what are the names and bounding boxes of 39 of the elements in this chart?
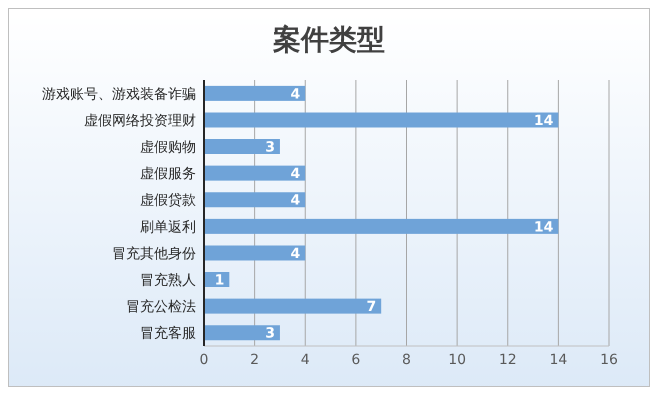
bar — [204, 112, 558, 128]
x-tick-label: 2 — [250, 352, 260, 368]
bar — [204, 298, 382, 314]
bar — [204, 325, 280, 340]
data-label: 3 — [265, 326, 275, 342]
bar — [204, 139, 280, 154]
data-label: 14 — [534, 112, 554, 129]
data-label: 7 — [366, 299, 376, 316]
y-tick-label: 游戏账号、游戏装备诈骗 — [42, 86, 196, 102]
chart-title: 案件类型 — [272, 22, 386, 58]
y-tick-label: 冒充熟人 — [140, 272, 196, 288]
data-label: 3 — [265, 140, 275, 156]
y-tick-label: 冒充其他身份 — [112, 246, 196, 262]
x-tick-label: 4 — [300, 352, 310, 368]
bar — [204, 192, 306, 208]
x-tick-label: 10 — [448, 352, 466, 368]
data-label: 4 — [290, 166, 300, 182]
data-label: 4 — [290, 86, 300, 102]
bar — [204, 86, 306, 101]
y-tick-label: 虚假服务 — [140, 166, 196, 182]
x-tick-label: 0 — [200, 352, 208, 368]
data-label: 4 — [290, 246, 300, 262]
bar — [204, 166, 306, 181]
bar — [204, 245, 306, 260]
data-label: 14 — [534, 219, 554, 236]
y-tick-label: 冒充客服 — [140, 326, 196, 342]
y-tick-label: 虚假网络投资理财 — [84, 112, 196, 129]
x-tick-label: 12 — [498, 352, 517, 368]
y-tick-label: 虚假购物 — [140, 139, 196, 156]
x-tick-label: 16 — [600, 352, 618, 368]
y-tick-label: 刷单返利 — [140, 219, 196, 236]
x-tick-label: 14 — [549, 352, 568, 368]
x-tick-label: 6 — [351, 352, 360, 368]
y-tick-label: 虚假贷款 — [140, 192, 196, 209]
data-label: 4 — [290, 192, 300, 209]
bar — [204, 218, 558, 234]
data-label: 1 — [214, 272, 224, 289]
x-tick-label: 8 — [402, 352, 411, 368]
y-tick-label: 冒充公检法 — [126, 299, 196, 316]
